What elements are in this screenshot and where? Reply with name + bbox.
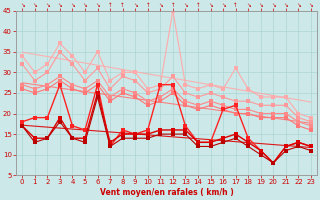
X-axis label: Vent moyen/en rafales ( km/h ): Vent moyen/en rafales ( km/h ) (100, 188, 234, 197)
